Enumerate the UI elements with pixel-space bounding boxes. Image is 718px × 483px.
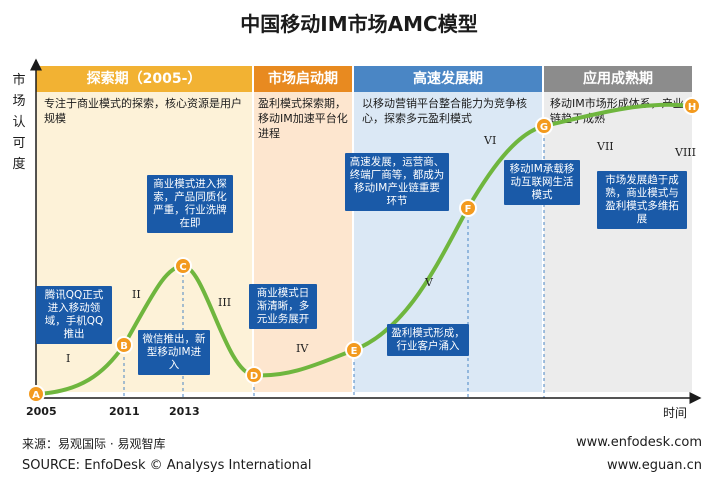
- chart-title: 中国移动IM市场AMC模型: [240, 12, 478, 36]
- x-axis-label: 时间: [663, 406, 688, 420]
- point-c-label: C: [179, 262, 186, 273]
- phase-bg-startup: [254, 92, 352, 392]
- phase-bg-mature: [544, 92, 692, 392]
- point-f: F: [459, 199, 477, 217]
- source-cn: 来源：易观国际 · 易观智库: [22, 437, 166, 451]
- point-b: B: [115, 336, 133, 354]
- callout-f: 高速发展，运营商、终端厂商等，都成为移动IM产业链重要环节: [345, 153, 449, 211]
- point-g: G: [535, 117, 553, 135]
- y-axis-label: 市场认可度: [12, 73, 26, 172]
- point-b-label: B: [120, 341, 128, 352]
- phase-header-growth: 高速发展期: [354, 66, 542, 92]
- callout-e: 盈利模式形成，行业客户涌入: [387, 324, 469, 356]
- point-f-label: F: [465, 204, 472, 215]
- phase-desc-exploration: 专注于商业模式的探索，核心资源是用户规模: [44, 97, 242, 125]
- stage-label-6: VI: [484, 134, 497, 147]
- point-e-label: E: [351, 346, 358, 357]
- x-tick-2013: 2013: [169, 405, 200, 418]
- point-h-label: H: [688, 102, 696, 113]
- phase-header-exploration: 探索期（2005-）: [36, 66, 252, 92]
- stage-label-7: VII: [597, 140, 614, 153]
- phase-desc-growth: 以移动营销平台整合能力为竞争核心，探索多元盈利模式: [362, 97, 527, 125]
- source-en: SOURCE: EnfoDesk © Analysys Internationa…: [22, 458, 312, 473]
- url-eguan[interactable]: www.eguan.cn: [606, 458, 702, 473]
- stage-label-4: IV: [296, 342, 309, 355]
- callout-b: 微信推出，新型移动IM进入: [138, 330, 210, 375]
- callout-d: 商业模式日渐清晰，多元业务展开: [249, 284, 317, 329]
- point-g-label: G: [540, 122, 548, 133]
- url-enfodesk[interactable]: www.enfodesk.com: [575, 435, 702, 450]
- stage-label-3: III: [218, 296, 232, 309]
- point-e: E: [345, 341, 363, 359]
- x-tick-2011: 2011: [109, 405, 140, 418]
- x-tick-2005: 2005: [26, 405, 57, 418]
- point-d: D: [245, 366, 263, 384]
- point-d-label: D: [250, 371, 258, 382]
- point-a: A: [27, 385, 45, 403]
- callout-a: 腾讯QQ正式进入移动领域，手机QQ推出: [36, 286, 112, 344]
- phase-header-mature: 应用成熟期: [544, 66, 692, 92]
- phase-header-startup: 市场启动期: [254, 66, 352, 92]
- callout-h: 市场发展趋于成熟，商业模式与盈利模式多维拓展: [597, 171, 687, 229]
- stage-label-8: VIII: [675, 146, 696, 159]
- point-c: C: [174, 257, 192, 275]
- stage-label-5: V: [425, 276, 433, 289]
- stage-label-1: I: [66, 352, 71, 365]
- callout-c: 商业模式进入探索，产品同质化严重，行业洗牌在即: [147, 175, 233, 233]
- stage-label-2: II: [132, 288, 141, 301]
- point-h: H: [683, 97, 701, 115]
- point-a-label: A: [32, 390, 40, 401]
- phase-desc-startup: 盈利模式探索期，移动IM加速平台化进程: [258, 97, 348, 140]
- callout-g: 移动IM承载移动互联网生活模式: [504, 160, 580, 205]
